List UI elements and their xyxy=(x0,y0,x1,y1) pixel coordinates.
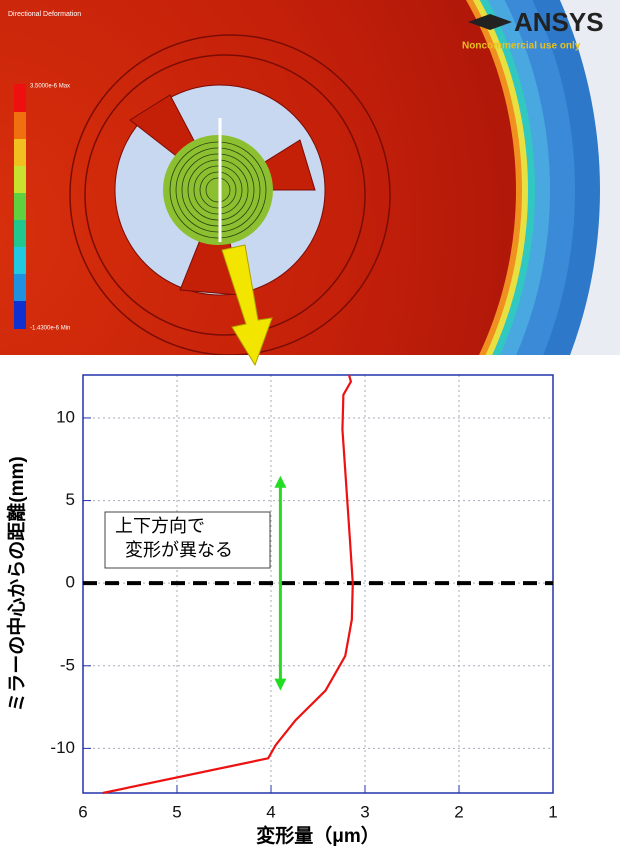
page: Directional Deformation 3.5000e-6 Max -1… xyxy=(0,0,620,853)
x-tick-label: 2 xyxy=(454,802,463,821)
y-tick-label: -5 xyxy=(60,655,75,674)
brand: ANSYS xyxy=(514,7,604,37)
y-tick-label: 0 xyxy=(66,573,75,592)
result-name: Directional Deformation xyxy=(8,11,81,18)
y-tick-label: -10 xyxy=(50,738,75,757)
annotation-line: 変形が異なる xyxy=(125,540,233,560)
simulation-render: Directional Deformation 3.5000e-6 Max -1… xyxy=(0,0,620,660)
x-axis-label: 変形量（μm） xyxy=(256,824,380,847)
license: Noncommercial use only xyxy=(462,41,581,52)
legend-max: 3.5000e-6 Max xyxy=(30,84,70,90)
x-tick-label: 6 xyxy=(78,802,87,821)
x-tick-label: 4 xyxy=(266,802,275,821)
x-tick-label: 5 xyxy=(172,802,181,821)
color-legend xyxy=(14,84,26,329)
x-tick-label: 1 xyxy=(548,802,557,821)
y-axis-label: ミラーの中心からの距離(mm) xyxy=(5,456,28,711)
legend-min: -1.4300e-6 Min xyxy=(30,326,70,332)
x-tick-label: 3 xyxy=(360,802,369,821)
y-tick-label: 10 xyxy=(56,407,75,426)
y-tick-label: 5 xyxy=(66,490,75,509)
annotation-line: 上下方向で xyxy=(115,516,205,536)
